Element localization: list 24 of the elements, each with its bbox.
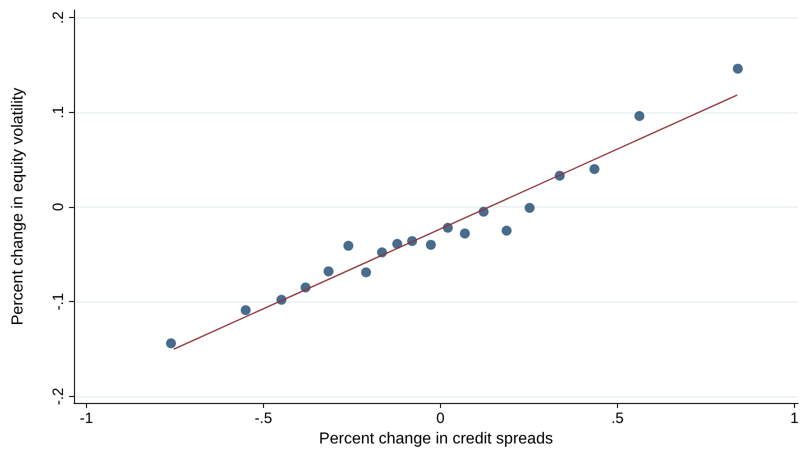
point <box>240 305 251 316</box>
point <box>460 228 470 238</box>
point <box>361 267 372 278</box>
x-axis-title: Percent change in credit spreads <box>319 430 553 448</box>
x-tick-label: -.5 <box>254 410 272 427</box>
x-tick-label: 1 <box>790 410 799 427</box>
y-tick-label: -.1 <box>50 292 67 310</box>
point <box>343 240 354 251</box>
y-tick-label: .2 <box>50 11 67 24</box>
point <box>732 64 743 74</box>
x-tick-label: .5 <box>611 410 624 427</box>
point <box>502 226 512 236</box>
x-tick-label: -1 <box>80 410 94 427</box>
y-tick-label: .1 <box>50 106 67 119</box>
y-axis-title: Percent change in equity volatility <box>10 88 26 326</box>
point <box>634 111 644 122</box>
x-tick-label: 0 <box>436 410 445 427</box>
point <box>524 202 535 213</box>
y-tick-label: 0 <box>50 202 67 212</box>
point <box>166 338 176 348</box>
y-tick-label: -.2 <box>50 388 67 406</box>
point <box>589 164 600 174</box>
point <box>324 266 334 276</box>
point <box>426 240 436 250</box>
